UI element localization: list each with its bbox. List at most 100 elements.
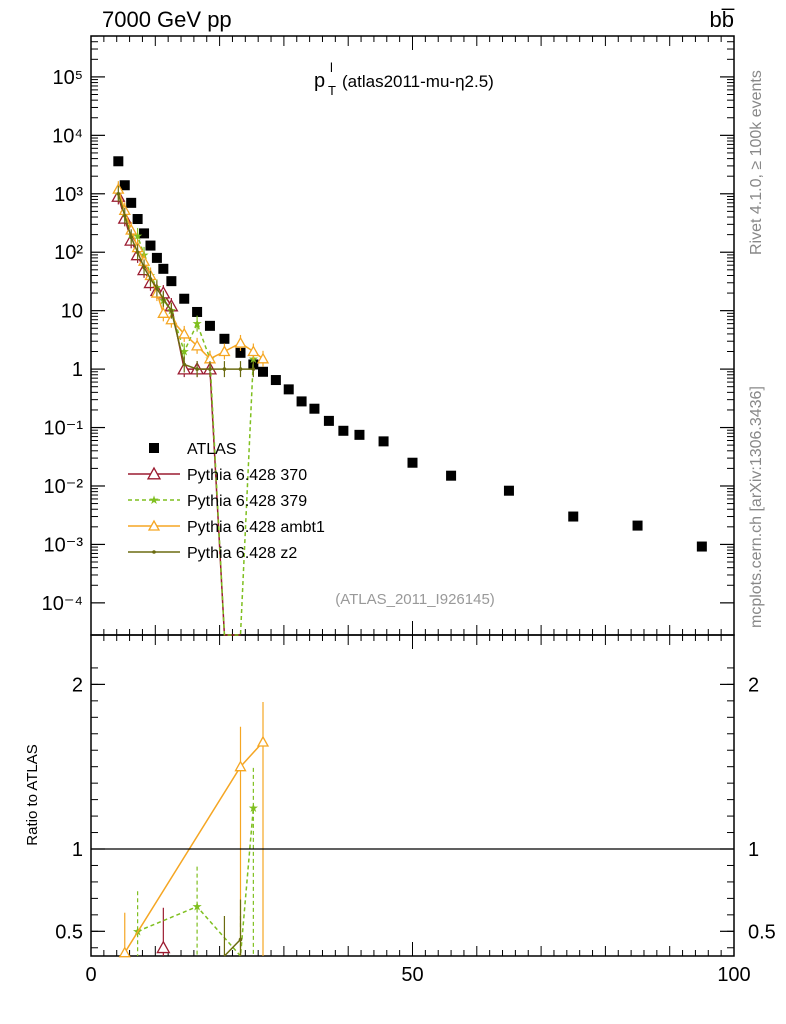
atlas-point	[113, 156, 124, 167]
ratio-line	[124, 741, 264, 954]
atlas-point	[338, 425, 349, 436]
atlas-point	[219, 333, 230, 344]
dot-marker	[122, 214, 127, 218]
dot-marker	[238, 367, 243, 371]
triangle-marker	[234, 336, 247, 348]
legend-entry-label: Pythia 6.428 379	[187, 493, 307, 510]
x-tick-label: 50	[401, 964, 423, 986]
dot-marker	[148, 277, 153, 281]
title-sub: T	[328, 83, 336, 98]
atlas-point	[568, 511, 579, 522]
dot-marker	[238, 937, 243, 942]
x-ticks: 0 50 100	[85, 36, 751, 986]
atlas-point	[166, 276, 177, 287]
atlas-point	[378, 436, 389, 447]
ratio-tick-label: 2	[72, 674, 83, 696]
ratio-series-pythia-6-428-z2	[223, 899, 243, 957]
ratio-y-ticks: 0.5 0.5 1 1 2 2	[55, 667, 776, 949]
star-marker: ★	[192, 900, 203, 914]
y-tick-label: 10⁵	[52, 67, 83, 89]
triangle-marker	[247, 345, 260, 357]
atlas-point	[632, 520, 643, 531]
dot-marker	[155, 286, 159, 291]
y-tick-label: 10⁻³	[44, 534, 84, 556]
y-tick-label: 10⁴	[52, 125, 83, 147]
triangle-marker	[118, 946, 131, 958]
atlas-point	[270, 375, 281, 386]
star-marker: ★	[248, 801, 259, 815]
triangle-marker	[147, 519, 161, 531]
legend-atlas-marker	[149, 443, 159, 453]
atlas-point	[283, 384, 294, 395]
y-tick-label: 10⁻²	[44, 476, 84, 498]
dot-marker	[152, 550, 156, 554]
atlas-point	[132, 214, 143, 225]
atlas-point	[119, 180, 130, 191]
atlas-point	[126, 197, 137, 208]
x-tick-label: 100	[717, 964, 750, 986]
title-main: p	[314, 70, 325, 92]
dot-marker	[142, 265, 146, 270]
ratio-series: ★★★	[118, 702, 270, 958]
star-marker: ★	[192, 317, 203, 331]
atlas-point	[696, 541, 707, 552]
dot-marker	[161, 296, 166, 301]
analysis-watermark: (ATLAS_2011_I926145)	[335, 591, 495, 608]
y-tick-label: 10⁻¹	[44, 418, 84, 440]
triangle-marker	[156, 940, 171, 954]
atlas-point	[192, 306, 203, 317]
series-pythia-6-428-ambt1	[112, 181, 270, 367]
dot-marker	[195, 367, 199, 371]
atlas-point	[139, 228, 150, 239]
legend-entry-label: Pythia 6.428 z2	[187, 545, 297, 562]
ratio-tick-label-right: 0.5	[748, 921, 776, 943]
x-tick-label: 0	[85, 964, 96, 986]
y-tick-label: 10⁻⁴	[42, 593, 83, 615]
chart-title: p l T (atlas2011-mu-η2.5)	[314, 60, 494, 98]
atlas-point	[145, 240, 156, 251]
header-left: 7000 GeV pp	[102, 7, 232, 32]
legend-entry-label: Pythia 6.428 370	[187, 467, 307, 484]
triangle-marker	[190, 339, 204, 351]
triangle-marker	[256, 352, 270, 364]
main-y-ticks: 10⁵ 10⁴ 10³ 10² 10 1 10⁻¹ 10⁻² 10⁻³ 10⁻⁴	[42, 35, 734, 615]
header-right: bb̅	[710, 7, 735, 32]
ratio-line	[223, 939, 242, 957]
triangle-marker	[256, 735, 270, 747]
series-line	[117, 196, 241, 636]
triangle-marker	[234, 760, 247, 772]
y-tick-label: 10³	[54, 184, 83, 206]
ratio-tick-label-right: 2	[748, 674, 759, 696]
dot-marker	[222, 367, 227, 371]
atlas-point	[158, 263, 169, 274]
series-atlas	[113, 156, 707, 552]
dot-marker	[182, 362, 187, 367]
atlas-point	[354, 429, 365, 440]
ratio-tick-label: 0.5	[55, 921, 83, 943]
y-tick-label: 10	[61, 301, 83, 323]
ratio-tick-label: 1	[72, 839, 83, 861]
ratio-series-pythia-6-428-ambt1	[118, 702, 270, 958]
series-pythia-6-428-z2	[116, 185, 256, 378]
triangle-marker	[218, 345, 231, 357]
atlas-point	[407, 457, 418, 468]
dot-marker	[129, 235, 133, 240]
side-label-bottom: mcplots.cern.ch [arXiv:1306.3436]	[748, 386, 765, 628]
star-marker: ★	[149, 493, 160, 507]
dot-marker	[169, 308, 174, 313]
title-rest: (atlas2011-mu-η2.5)	[342, 72, 494, 91]
atlas-point	[258, 366, 269, 377]
y-tick-label: 1	[72, 359, 83, 381]
ratio-line	[137, 807, 255, 958]
legend: ATLAS Pythia 6.428 370 ★ Pythia 6.428 379 Py…	[128, 441, 325, 562]
atlas-point	[296, 396, 307, 407]
atlas-point	[235, 347, 246, 358]
ratio-tick-label-right: 1	[748, 839, 759, 861]
triangle-marker	[178, 327, 191, 339]
legend-entry-label: Pythia 6.428 ambt1	[187, 519, 325, 536]
star-marker: ★	[179, 345, 190, 359]
ratio-panel-frame	[90, 634, 735, 957]
ratio-series-pythia-6-428-370	[156, 907, 171, 956]
y-tick-label: 10²	[54, 242, 83, 264]
